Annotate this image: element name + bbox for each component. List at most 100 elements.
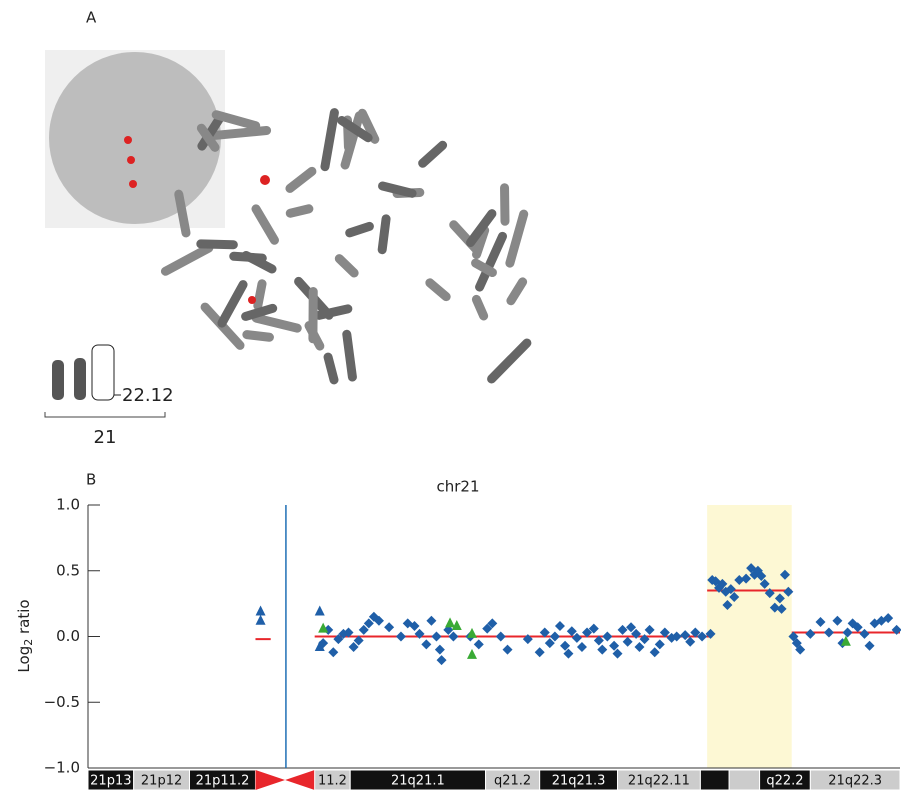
data-point <box>612 648 623 659</box>
data-point <box>823 627 834 638</box>
data-point <box>634 642 645 653</box>
chromosome <box>241 303 278 321</box>
chromosome <box>253 279 267 311</box>
data-point <box>473 639 484 650</box>
data-point <box>544 638 555 649</box>
data-point <box>764 588 775 599</box>
chromosome <box>229 251 267 263</box>
chromosome <box>466 209 497 248</box>
data-point <box>644 624 655 635</box>
data-point <box>549 631 560 642</box>
chromosome <box>418 140 448 168</box>
band-label: 11.2 <box>318 774 347 789</box>
band-label: 21q22.11 <box>628 774 690 789</box>
data-point <box>467 648 478 659</box>
data-point <box>395 631 406 642</box>
data-point <box>576 642 587 653</box>
data-point <box>864 640 875 651</box>
data-point <box>626 622 637 633</box>
karyotype-chromosome <box>74 358 86 400</box>
data-point <box>769 602 780 613</box>
y-tick-label: 1.0 <box>56 496 80 514</box>
data-point <box>685 636 696 647</box>
chromosome <box>197 114 224 151</box>
data-point <box>759 578 770 589</box>
data-point <box>539 627 550 638</box>
data-point <box>779 569 790 580</box>
data-point <box>467 627 478 638</box>
data-point <box>840 635 851 646</box>
data-point <box>314 641 325 652</box>
data-point <box>729 592 740 603</box>
chromosome <box>334 254 359 278</box>
data-point <box>774 593 785 604</box>
data-point <box>631 628 642 639</box>
fish-signal <box>129 180 137 188</box>
data-point <box>534 647 545 658</box>
data-point <box>436 655 447 666</box>
data-point <box>582 627 593 638</box>
chromosome <box>337 116 373 143</box>
data-point <box>333 634 344 645</box>
ideogram-band <box>699 769 730 791</box>
nucleus <box>49 52 221 224</box>
data-point <box>560 640 571 651</box>
band-label: 21p11.2 <box>196 774 250 789</box>
data-point <box>680 630 691 641</box>
band-label: 21q21.3 <box>552 774 606 789</box>
data-point <box>783 586 794 597</box>
data-point <box>649 647 660 658</box>
chromosome <box>378 181 417 198</box>
data-point <box>597 644 608 655</box>
data-point <box>448 631 459 642</box>
data-point <box>445 617 456 628</box>
ideogram-band <box>809 769 901 791</box>
chromosome <box>196 123 220 152</box>
chromosome <box>323 352 339 385</box>
data-point <box>421 639 432 650</box>
data-point <box>815 617 826 628</box>
data-point <box>883 613 894 624</box>
chromosome <box>471 258 497 278</box>
data-point <box>409 620 420 631</box>
chromosome <box>242 330 274 342</box>
band-label: 21q21.1 <box>391 774 445 789</box>
data-point <box>842 627 853 638</box>
data-point <box>852 622 863 633</box>
chromosome <box>487 338 532 384</box>
chromosome <box>500 183 510 226</box>
y-tick-label: −0.5 <box>44 693 80 711</box>
chart-title: chr21 <box>436 478 479 496</box>
metaphase-spread <box>160 108 532 385</box>
band-label: q21.2 <box>494 774 531 789</box>
data-point <box>566 626 577 637</box>
fish-signal <box>127 156 135 164</box>
karyotype-ideogram <box>91 344 115 401</box>
data-point <box>571 632 582 643</box>
data-point <box>318 622 329 633</box>
data-point <box>328 647 339 658</box>
data-point <box>487 618 498 629</box>
data-point <box>741 573 752 584</box>
data-point <box>609 640 620 651</box>
data-point <box>891 624 901 635</box>
band-label: q22.2 <box>766 774 803 789</box>
chromosome-label: 21 <box>94 427 117 448</box>
data-point <box>431 631 442 642</box>
centromere <box>255 770 315 790</box>
data-point <box>348 642 359 653</box>
data-point <box>776 603 787 614</box>
data-point <box>654 639 665 650</box>
chromosome <box>425 278 451 302</box>
chromosome <box>174 189 191 238</box>
data-point <box>588 623 599 634</box>
chromosome <box>304 321 325 351</box>
fish-signal <box>248 296 256 304</box>
chromosome <box>471 294 489 321</box>
chromosome <box>217 280 248 328</box>
data-point <box>690 627 701 638</box>
band-label: 21p12 <box>141 774 182 789</box>
chromosome <box>342 329 357 382</box>
chromosome <box>211 110 261 131</box>
data-point <box>358 624 369 635</box>
